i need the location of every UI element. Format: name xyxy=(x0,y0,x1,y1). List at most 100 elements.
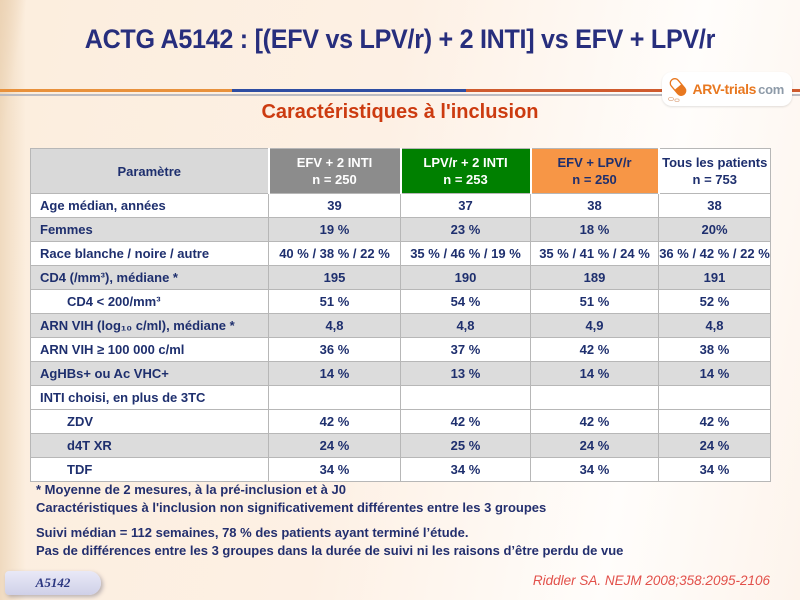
column-header-parameter: Paramètre xyxy=(30,148,269,194)
cell-value xyxy=(268,385,401,410)
cell-value: 23 % xyxy=(400,217,531,242)
cell-value: 190 xyxy=(400,265,531,290)
title-divider-orange-left xyxy=(0,89,232,92)
cell-value: 24 % xyxy=(268,433,401,458)
cell-value: 24 % xyxy=(658,433,771,458)
table-row: Femmes 19 % 23 % 18 % 20% xyxy=(30,217,771,242)
cell-value: 4,9 xyxy=(530,313,659,338)
row-label: Femmes xyxy=(30,217,269,242)
group-n: n = 753 xyxy=(692,172,737,187)
cell-value: 42 % xyxy=(658,409,771,434)
cell-value: 14 % xyxy=(530,361,659,386)
cell-value: 37 xyxy=(400,193,531,218)
table-row: INTI choisi, en plus de 3TC xyxy=(30,385,771,410)
cell-value: 34 % xyxy=(268,457,401,482)
arv-trials-logo: ARV-trials com xyxy=(662,72,792,106)
group-n: n = 253 xyxy=(443,172,488,187)
cell-value: 39 xyxy=(268,193,401,218)
cell-value: 34 % xyxy=(530,457,659,482)
column-header-efv-2inti: EFV + 2 INTI n = 250 xyxy=(267,148,401,194)
row-label: ARN VIH (log₁₀ c/ml), médiane * xyxy=(30,313,269,338)
group-name: Tous les patients xyxy=(662,155,768,170)
footnote-line: Caractéristiques à l'inclusion non signi… xyxy=(36,500,547,515)
cell-value: 36 % xyxy=(268,337,401,362)
cell-value: 51 % xyxy=(268,289,401,314)
title-divider-blue xyxy=(232,89,466,92)
slide-subtitle: Caractéristiques à l'inclusion xyxy=(261,101,539,123)
row-label: d4T XR xyxy=(30,433,269,458)
footnotes-block: * Moyenne de 2 mesures, à la pré-inclusi… xyxy=(36,481,623,560)
logo-brand-text: ARV-trials xyxy=(692,81,757,97)
footnote-line: Suivi médian = 112 semaines, 78 % des pa… xyxy=(36,525,469,540)
pill-icon xyxy=(666,76,690,102)
logo-tld-text: com xyxy=(758,81,784,97)
cell-value: 52 % xyxy=(658,289,771,314)
cell-value: 189 xyxy=(530,265,659,290)
cell-value: 35 % / 46 % / 19 % xyxy=(400,241,531,266)
cell-value: 13 % xyxy=(400,361,531,386)
table-row: d4T XR 24 % 25 % 24 % 24 % xyxy=(30,433,771,458)
table-row: CD4 < 200/mm³ 51 % 54 % 51 % 52 % xyxy=(30,289,771,314)
citation-text: Riddler SA. NEJM 2008;358:2095-2106 xyxy=(532,573,770,588)
title-bar: ACTG A5142 : [(EFV vs LPV/r) + 2 INTI] v… xyxy=(0,24,800,55)
table-row: TDF 34 % 34 % 34 % 34 % xyxy=(30,457,771,482)
cell-value: 42 % xyxy=(530,409,659,434)
table-row: AgHBs+ ou Ac VHC+ 14 % 13 % 14 % 14 % xyxy=(30,361,771,386)
group-n: n = 250 xyxy=(572,172,617,187)
row-label: AgHBs+ ou Ac VHC+ xyxy=(30,361,269,386)
characteristics-table: Paramètre EFV + 2 INTI n = 250 LPV/r + 2… xyxy=(30,148,771,482)
cell-value: 14 % xyxy=(268,361,401,386)
cell-value: 38 % xyxy=(658,337,771,362)
cell-value: 20% xyxy=(658,217,771,242)
cell-value: 14 % xyxy=(658,361,771,386)
cell-value: 4,8 xyxy=(658,313,771,338)
table-row: ARN VIH (log₁₀ c/ml), médiane * 4,8 4,8 … xyxy=(30,313,771,338)
cell-value: 35 % / 41 % / 24 % xyxy=(530,241,659,266)
cell-value xyxy=(658,385,771,410)
cell-value xyxy=(530,385,659,410)
table-row: Race blanche / noire / autre 40 % / 38 %… xyxy=(30,241,771,266)
cell-value: 38 xyxy=(658,193,771,218)
table-header-row: Paramètre EFV + 2 INTI n = 250 LPV/r + 2… xyxy=(30,148,771,194)
cell-value: 18 % xyxy=(530,217,659,242)
row-label: CD4 (/mm³), médiane * xyxy=(30,265,269,290)
title-divider-gray xyxy=(0,94,800,96)
footnote-line: * Moyenne de 2 mesures, à la pré-inclusi… xyxy=(36,482,346,497)
page-title: ACTG A5142 : [(EFV vs LPV/r) + 2 INTI] v… xyxy=(84,24,716,54)
cell-value: 40 % / 38 % / 22 % xyxy=(268,241,401,266)
group-name: EFV + LPV/r xyxy=(557,155,632,170)
cell-value: 19 % xyxy=(268,217,401,242)
table-row: ZDV 42 % 42 % 42 % 42 % xyxy=(30,409,771,434)
column-header-efv-lpvr: EFV + LPV/r n = 250 xyxy=(529,148,659,194)
row-label: ZDV xyxy=(30,409,269,434)
cell-value: 42 % xyxy=(268,409,401,434)
study-badge: A5142 xyxy=(5,571,101,595)
cell-value: 36 % / 42 % / 22 % xyxy=(658,241,771,266)
cell-value: 24 % xyxy=(530,433,659,458)
group-name: EFV + 2 INTI xyxy=(296,155,373,170)
cell-value: 38 xyxy=(530,193,659,218)
row-label: Age médian, années xyxy=(30,193,269,218)
row-label: CD4 < 200/mm³ xyxy=(30,289,269,314)
group-n: n = 250 xyxy=(312,172,357,187)
cell-value: 51 % xyxy=(530,289,659,314)
footnote-line: Pas de différences entre les 3 groupes d… xyxy=(36,543,624,558)
table-row: Age médian, années 39 37 38 38 xyxy=(30,193,771,218)
title-divider-rust-right xyxy=(466,89,800,92)
group-name: LPV/r + 2 INTI xyxy=(423,155,508,170)
cell-value: 37 % xyxy=(400,337,531,362)
cell-value: 34 % xyxy=(658,457,771,482)
column-header-all-patients: Tous les patients n = 753 xyxy=(657,148,771,194)
column-header-lpvr-2inti: LPV/r + 2 INTI n = 253 xyxy=(399,148,531,194)
cell-value: 4,8 xyxy=(268,313,401,338)
cell-value: 4,8 xyxy=(400,313,531,338)
row-label: Race blanche / noire / autre xyxy=(30,241,269,266)
row-label: ARN VIH ≥ 100 000 c/ml xyxy=(30,337,269,362)
cell-value: 191 xyxy=(658,265,771,290)
cell-value xyxy=(400,385,531,410)
cell-value: 25 % xyxy=(400,433,531,458)
cell-value: 195 xyxy=(268,265,401,290)
table-row: CD4 (/mm³), médiane * 195 190 189 191 xyxy=(30,265,771,290)
cell-value: 34 % xyxy=(400,457,531,482)
